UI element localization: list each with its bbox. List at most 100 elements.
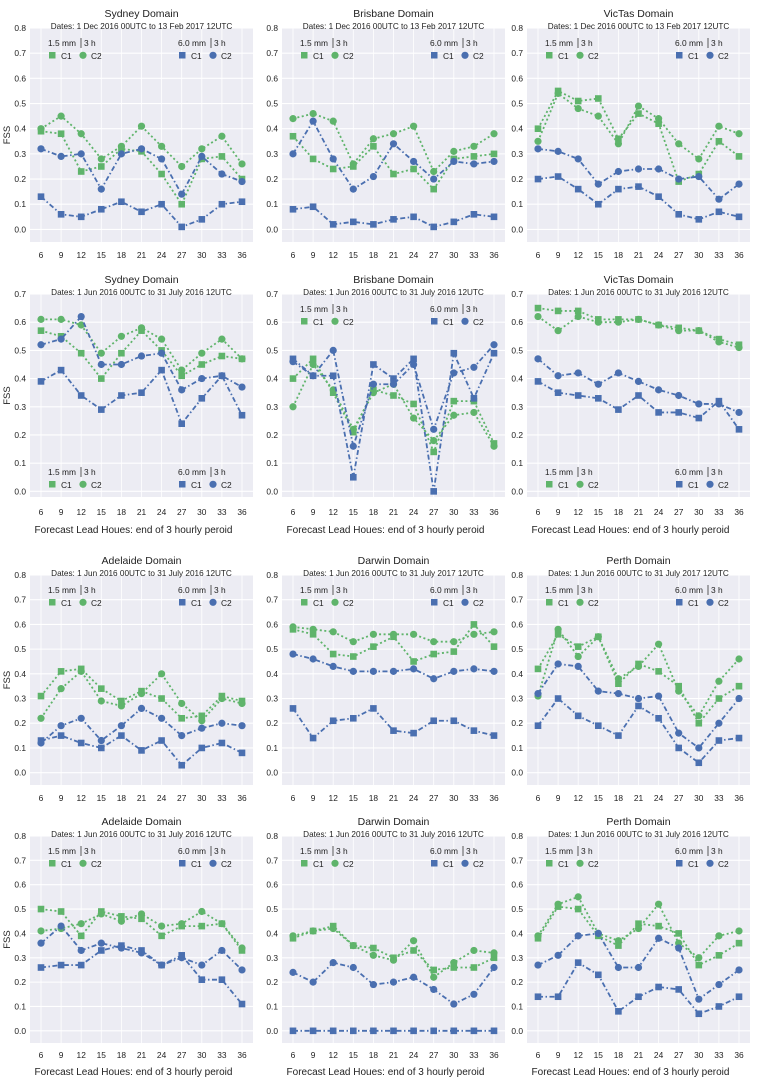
series-line (537, 358, 740, 414)
data-point (735, 213, 743, 221)
data-point (77, 150, 85, 158)
data-point (138, 915, 145, 923)
data-point (615, 1008, 622, 1015)
y-tick-label: 0.1 (266, 458, 278, 468)
legend-label-c2: C2 (221, 51, 232, 61)
y-tick-label: 0.0 (14, 768, 26, 778)
y-tick-label: 0.6 (14, 317, 26, 327)
series-line (292, 927, 495, 979)
legend-period: 3 h (711, 585, 723, 595)
data-point (238, 1000, 246, 1008)
data-point (655, 922, 662, 930)
x-tick-label: 33 (714, 793, 724, 803)
y-tick-label: 0.2 (266, 174, 278, 184)
x-tick-label: 27 (429, 250, 439, 260)
data-point (675, 175, 683, 183)
data-point (470, 160, 478, 168)
legend-period: 3 h (84, 467, 96, 477)
y-tick-label: 0.8 (14, 23, 26, 33)
legend-label-c2: C2 (91, 480, 102, 490)
data-point (77, 946, 85, 955)
y-tick-label: 0.4 (14, 928, 26, 938)
data-point (117, 944, 125, 952)
y-tick-label: 0.0 (511, 1026, 523, 1036)
data-point (554, 900, 562, 908)
data-point (329, 924, 337, 933)
data-point (634, 662, 643, 671)
panel-dates: Dates: 1 Jun 2016 00UTC to 31 July 2016 … (51, 569, 232, 578)
data-point (410, 414, 418, 422)
legend-period: 3 h (84, 846, 96, 856)
y-tick-label: 0.7 (266, 48, 278, 58)
x-tick-label: 24 (409, 507, 419, 517)
data-point (389, 667, 398, 675)
data-point (77, 739, 85, 747)
data-point (655, 321, 663, 329)
data-point (309, 927, 317, 935)
legend-marker-circle (79, 859, 87, 867)
panel-title: Perth Domain (606, 816, 670, 828)
legend-label-c2: C2 (343, 598, 354, 608)
x-tick-label: 9 (59, 1050, 64, 1060)
data-point (634, 165, 643, 173)
x-tick-label: 9 (311, 250, 316, 260)
y-tick-label: 0.4 (266, 669, 278, 679)
y-tick-label: 0.6 (266, 619, 278, 629)
legend-label-c2: C2 (588, 480, 599, 490)
x-tick-label: 12 (77, 1050, 87, 1060)
x-tick-label: 24 (157, 1050, 167, 1060)
data-point (77, 213, 85, 221)
data-point (178, 714, 185, 722)
data-point (329, 165, 337, 173)
data-point (430, 185, 437, 193)
data-point (635, 183, 642, 190)
data-point (349, 425, 357, 433)
data-point (369, 135, 377, 143)
x-tick-label: 27 (177, 250, 187, 260)
y-tick-label: 0.6 (511, 880, 523, 890)
data-point (615, 185, 622, 193)
legend: 1.5 mm 3 h C1 C2 6.0 mm 3 h C1 C2 (48, 38, 232, 61)
panel-dates: Dates: 1 Dec 2016 00UTC to 13 Feb 2017 1… (548, 22, 730, 31)
data-point (137, 145, 146, 153)
y-tick-label: 0.4 (511, 669, 523, 679)
x-tick-label: 27 (177, 1050, 187, 1060)
data-point (594, 633, 602, 641)
data-point (390, 216, 397, 223)
legend-marker-square (676, 52, 683, 59)
legend-label-c1: C1 (313, 51, 324, 61)
x-tick-label: 9 (311, 793, 316, 803)
legend-label-c2: C2 (343, 859, 354, 869)
data-point (735, 408, 743, 417)
legend-label-c1: C1 (61, 480, 72, 490)
series-line (40, 908, 243, 951)
y-tick-label: 0.7 (266, 855, 278, 865)
x-tick-label: 21 (137, 250, 147, 260)
data-point (490, 732, 498, 739)
data-point (534, 961, 542, 969)
x-axis-label: Forecast Lead Houes: end of 3 hourly per… (287, 1067, 485, 1078)
data-point (615, 135, 622, 143)
x-tick-label: 30 (694, 1050, 704, 1060)
data-point (369, 389, 377, 397)
data-point (430, 985, 438, 994)
data-point (349, 185, 357, 193)
data-point (574, 643, 582, 650)
data-point (635, 392, 642, 399)
data-point (675, 744, 682, 752)
x-tick-label: 18 (614, 1050, 624, 1060)
data-point (534, 689, 542, 698)
data-point (349, 667, 357, 675)
data-point (470, 395, 478, 402)
data-point (574, 155, 582, 163)
legend-marker-circle (576, 480, 584, 488)
data-point (137, 910, 146, 918)
data-point (218, 976, 226, 983)
y-tick-label: 0.7 (266, 595, 278, 605)
y-tick-label: 0.5 (266, 904, 278, 914)
legend-group-title: 6.0 mm (430, 38, 458, 48)
x-tick-label: 12 (574, 1050, 584, 1060)
data-point (57, 211, 65, 218)
panel-dates: Dates: 1 Jun 2016 00UTC to 31 July 2017 … (303, 569, 484, 578)
data-point (57, 732, 65, 739)
